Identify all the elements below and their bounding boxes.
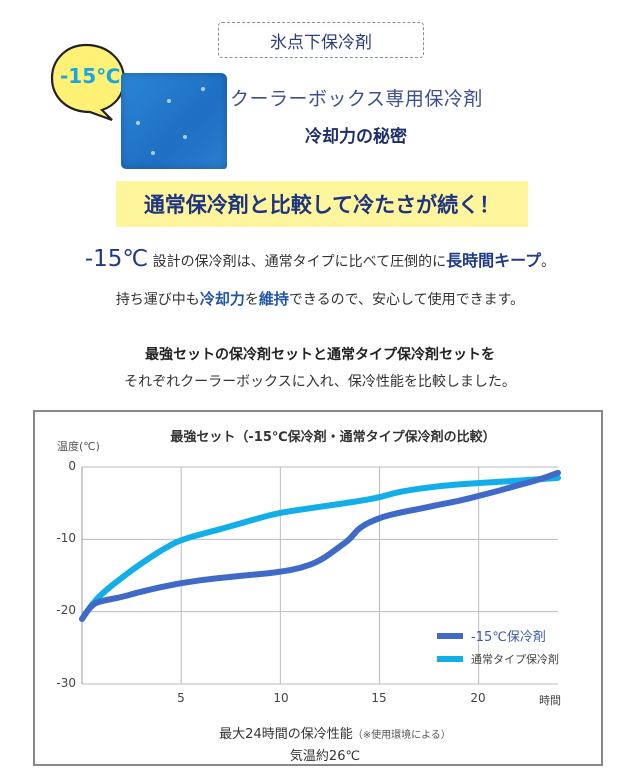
ice-pack-image (121, 73, 227, 169)
comparison-banner: 通常保冷剤と比較して冷たさが続く！ (116, 181, 528, 227)
footnote-text: 最大24時間の保冷性能 (219, 727, 353, 742)
description-text: 持ち運び中も (115, 292, 200, 308)
description-text: を (244, 292, 259, 308)
chart-title: 最強セット（-15℃保冷剤・通常タイプ保冷剤の比較） (170, 430, 496, 445)
experiment-description-1: 最強セットの保冷剤セットと通常タイプ保冷剤セットを (145, 347, 495, 363)
legend-swatch (437, 632, 463, 639)
x-tick: 5 (177, 691, 185, 705)
y-tick: -10 (56, 531, 76, 545)
x-axis-label: 時間 (539, 694, 561, 707)
legend-label: -15℃保冷剤 (471, 630, 546, 645)
legend-item-normal: 通常タイプ保冷剤 (437, 651, 559, 667)
x-tick: 15 (371, 691, 387, 705)
bubble-temperature: -15℃ (60, 64, 121, 88)
series-line (79, 469, 561, 622)
chart-footnote: 最大24時間の保冷性能（※使用環境による） (0, 723, 640, 742)
experiment-description-2: それぞれクーラーボックスに入れ、保冷性能を比較しました。 (124, 374, 516, 390)
x-tick: 10 (273, 691, 289, 705)
y-tick: -30 (56, 676, 76, 690)
y-axis-label: 温度(℃) (57, 440, 100, 453)
y-tick: 0 (68, 459, 76, 473)
legend-label: 通常タイプ保冷剤 (471, 653, 559, 666)
description-text: 。 (541, 254, 556, 270)
legend-swatch (437, 656, 463, 662)
maintain-highlight: 維持 (258, 290, 289, 308)
description-text: 設計の保冷剤は、通常タイプに比べて圧倒的に (148, 254, 447, 270)
chart-frame (33, 410, 603, 766)
footnote-small: （※使用環境による） (352, 730, 451, 741)
y-tick: -20 (56, 603, 76, 617)
long-keep-highlight: 長時間キープ (446, 251, 542, 270)
legend-item-minus15: -15℃保冷剤 (437, 626, 559, 645)
cooling-power-highlight: 冷却力 (199, 290, 245, 308)
temp-highlight: -15℃ (84, 246, 149, 272)
description-line-2: 持ち運び中も冷却力を維持できるので、安心して使用できます。 (0, 288, 640, 309)
speech-bubble-icon (50, 43, 126, 122)
legend: -15℃保冷剤 通常タイプ保冷剤 (437, 626, 559, 667)
cooling-secret-heading: 冷却力の秘密 (305, 127, 407, 147)
product-subtitle: クーラーボックス専用保冷剤 (230, 88, 483, 110)
description-text: できるので、安心して使用できます。 (288, 292, 525, 308)
description-line-1: -15℃ 設計の保冷剤は、通常タイプに比べて圧倒的に長時間キープ。 (0, 246, 640, 272)
x-tick: 20 (470, 691, 486, 705)
series-line (79, 474, 561, 622)
category-badge: 氷点下保冷剤 (218, 22, 424, 58)
chart-condition: 気温約26℃ (289, 749, 361, 764)
